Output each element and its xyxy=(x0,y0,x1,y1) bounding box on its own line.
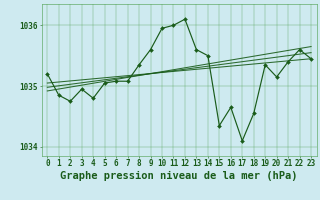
X-axis label: Graphe pression niveau de la mer (hPa): Graphe pression niveau de la mer (hPa) xyxy=(60,171,298,181)
